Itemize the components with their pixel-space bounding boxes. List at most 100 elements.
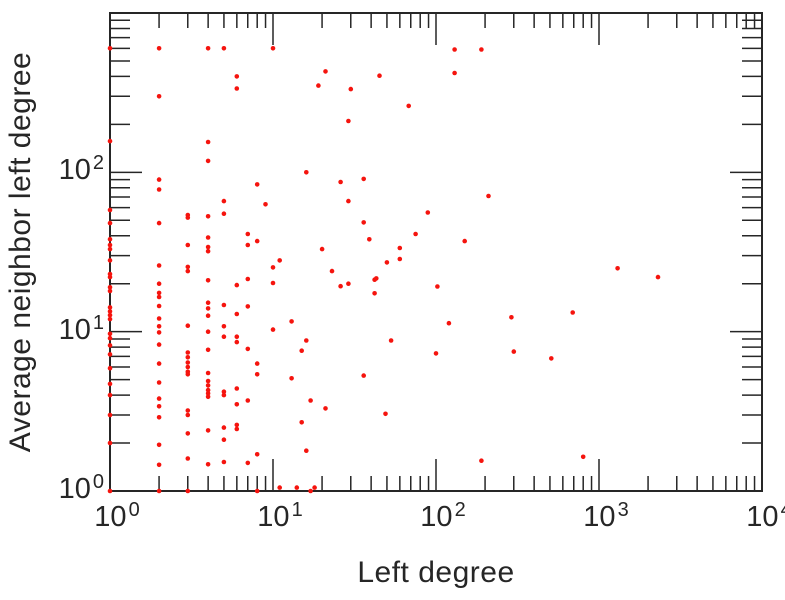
data-point <box>234 86 240 91</box>
data-point <box>205 394 211 400</box>
data-point <box>156 442 162 448</box>
data-point <box>346 281 351 287</box>
data-point <box>277 258 283 263</box>
x-tick-label: 10 1 <box>257 499 303 533</box>
data-point <box>234 339 240 345</box>
data-point <box>205 391 211 396</box>
data-point <box>245 231 251 237</box>
data-point <box>205 383 211 388</box>
data-point <box>221 211 227 216</box>
data-point <box>107 488 113 494</box>
data-point <box>107 381 113 387</box>
data-point <box>205 329 211 335</box>
data-point <box>107 242 113 248</box>
data-point <box>254 361 260 366</box>
data-point <box>107 274 113 280</box>
data-point <box>435 284 440 289</box>
data-point <box>413 231 418 237</box>
data-point <box>234 311 240 317</box>
data-point <box>270 265 276 270</box>
data-point <box>205 158 211 164</box>
data-point <box>185 456 191 461</box>
data-point <box>221 302 227 308</box>
data-point <box>452 70 457 76</box>
data-point <box>156 316 162 321</box>
data-point <box>304 448 309 454</box>
data-point <box>185 408 191 413</box>
data-point <box>156 404 162 409</box>
x-tick-label: 104 <box>746 499 785 533</box>
data-point <box>479 458 484 464</box>
data-point <box>479 47 484 52</box>
data-point <box>388 338 394 343</box>
data-point <box>221 392 227 398</box>
data-point <box>367 237 372 242</box>
data-point <box>107 365 113 371</box>
data-point <box>156 324 162 329</box>
data-point <box>107 440 113 446</box>
data-point <box>107 352 113 357</box>
data-point <box>185 431 191 436</box>
data-point <box>245 460 251 466</box>
data-point <box>107 309 113 314</box>
data-point <box>397 245 403 251</box>
data-point <box>205 278 211 283</box>
data-point <box>205 347 211 353</box>
data-point <box>245 242 251 248</box>
data-point <box>205 428 211 433</box>
data-point <box>234 386 240 391</box>
data-point <box>361 176 367 182</box>
x-axis-title: Left degree <box>357 556 515 589</box>
data-point <box>289 376 294 381</box>
data-point <box>107 392 113 398</box>
data-point <box>185 360 191 365</box>
data-point <box>205 139 211 145</box>
data-point <box>107 237 113 242</box>
data-point <box>299 420 305 425</box>
y-tick-label: 10 2 <box>58 152 104 187</box>
data-point <box>205 244 211 250</box>
data-point <box>107 138 113 144</box>
data-point <box>263 202 268 207</box>
data-point <box>254 488 260 494</box>
data-point <box>221 46 227 51</box>
data-point <box>107 285 113 290</box>
data-point <box>346 198 351 204</box>
data-point <box>156 303 162 309</box>
data-point <box>549 356 554 361</box>
data-point <box>308 398 313 403</box>
data-point <box>185 364 191 370</box>
data-point <box>156 462 162 468</box>
data-point <box>304 170 309 175</box>
x-tick-label: 10 3 <box>583 499 629 533</box>
data-point <box>406 103 412 109</box>
data-point <box>245 304 251 309</box>
data-point <box>156 177 162 182</box>
data-point <box>234 422 240 428</box>
data-point <box>107 207 113 213</box>
data-point <box>107 246 113 252</box>
data-point <box>221 324 227 329</box>
y-tick-label: 10 1 <box>58 311 104 346</box>
data-point <box>156 488 162 494</box>
data-point <box>185 215 191 220</box>
data-point <box>205 370 211 376</box>
data-point <box>319 246 325 252</box>
y-tick-label: 10 0 <box>58 471 104 505</box>
data-point <box>107 331 113 337</box>
data-point <box>107 312 113 318</box>
data-point <box>185 350 191 355</box>
x-tick-label: 10 0 <box>94 499 140 533</box>
data-point <box>107 412 113 418</box>
data-point <box>655 274 661 280</box>
data-point <box>205 387 211 393</box>
data-point <box>323 69 328 74</box>
data-point <box>185 323 191 329</box>
data-point <box>372 291 377 296</box>
data-point <box>221 389 227 395</box>
data-point <box>383 411 388 417</box>
data-point <box>312 485 317 490</box>
data-point <box>316 83 321 88</box>
